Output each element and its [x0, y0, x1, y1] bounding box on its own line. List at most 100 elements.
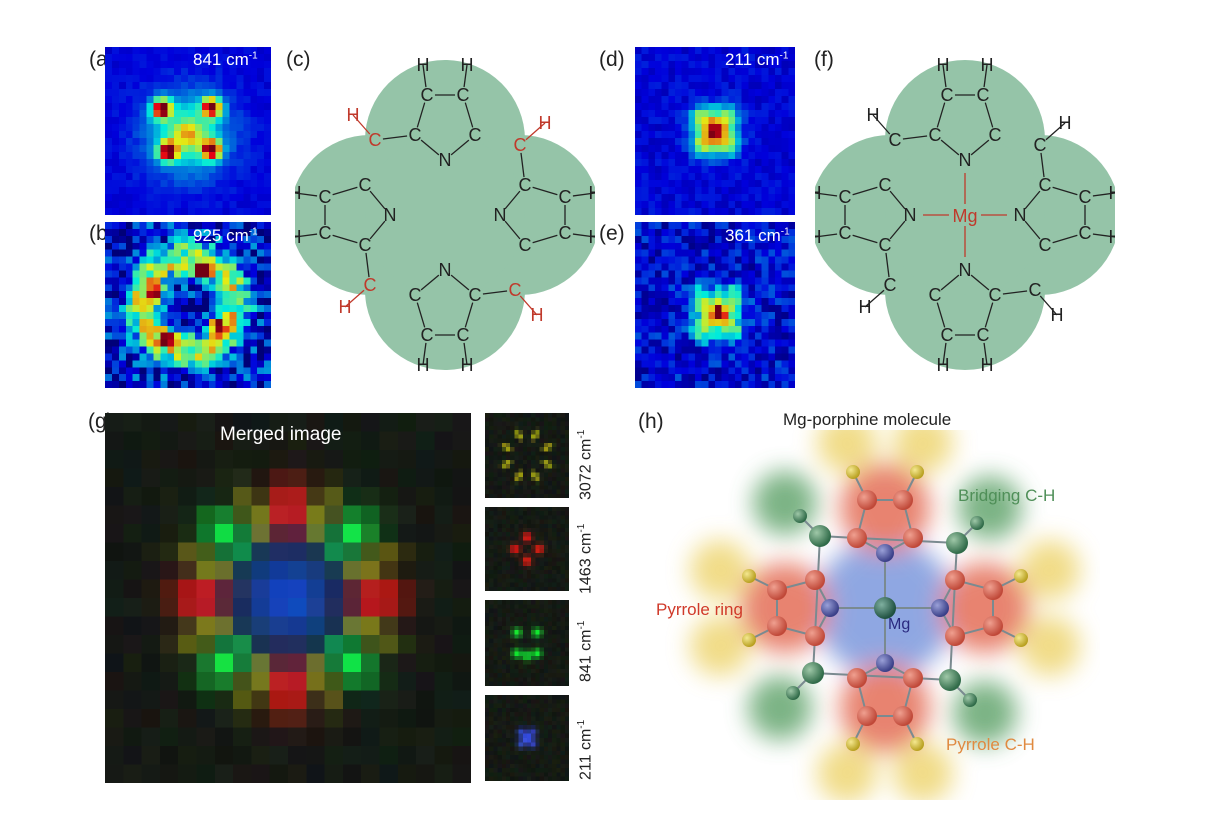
atom-background — [407, 127, 423, 143]
hydrogen-sphere — [846, 465, 860, 479]
nitrogen-atom: N — [959, 260, 972, 280]
pyrrole-ch-cloud — [817, 743, 877, 800]
carbon-atom: C — [989, 125, 1002, 145]
magnesium-atom: Mg — [952, 206, 977, 226]
mg-background — [949, 204, 981, 226]
carbon-sphere — [903, 668, 923, 688]
raman-map-211 — [635, 47, 795, 215]
carbon-atom: C — [559, 223, 572, 243]
nitrogen-atom: N — [439, 260, 452, 280]
atom-background — [317, 225, 333, 241]
atom-background — [419, 87, 435, 103]
carbon-atom: C — [879, 235, 892, 255]
nitrogen-sphere — [876, 654, 894, 672]
carbon-atom: C — [519, 175, 532, 195]
meso-carbon-atom: C — [889, 130, 902, 150]
atom-background — [357, 237, 373, 253]
meso-hydrogen-atom: H — [1051, 305, 1064, 325]
atom-background — [517, 237, 533, 253]
carbon-sphere — [893, 706, 913, 726]
hydrogen-atom: H — [461, 355, 474, 375]
carbon-sphere — [945, 570, 965, 590]
atom-background — [1037, 237, 1053, 253]
nitrogen-atom: N — [384, 205, 397, 225]
nitrogen-atom: N — [439, 150, 452, 170]
carbon-atom: C — [421, 325, 434, 345]
channel-map-841 — [485, 600, 569, 686]
hydrogen-atom: H — [815, 227, 822, 247]
atom-background — [437, 262, 453, 278]
carbon-atom: C — [929, 285, 942, 305]
hydrogen-atom: H — [937, 55, 950, 75]
bridging-carbon-sphere — [809, 525, 831, 547]
carbon-atom: C — [879, 175, 892, 195]
atom-background — [939, 327, 955, 343]
channel-label-3072: 3072 cm-1 — [576, 429, 595, 500]
pyrrole-ch-cloud — [893, 430, 953, 473]
atom-background — [357, 177, 373, 193]
carbon-atom: C — [409, 125, 422, 145]
meso-hydrogen-atom: H — [347, 105, 360, 125]
carbon-sphere — [767, 580, 787, 600]
atom-background — [437, 152, 453, 168]
bridging-ch-cloud — [753, 471, 817, 535]
atom-background — [419, 327, 435, 343]
magnesium-sphere — [874, 597, 896, 619]
carbon-atom: C — [409, 285, 422, 305]
hydrogen-sphere — [742, 633, 756, 647]
carbon-atom: C — [359, 235, 372, 255]
pyrrole-ch-cloud — [893, 743, 953, 800]
hydrogen-atom: H — [937, 355, 950, 375]
atom-background — [877, 177, 893, 193]
atom-background — [837, 189, 853, 205]
hydrogen-atom: H — [461, 55, 474, 75]
carbon-sphere — [945, 626, 965, 646]
carbon-atom: C — [929, 125, 942, 145]
channel-label-211: 211 cm-1 — [576, 719, 595, 780]
hydrogen-sphere — [910, 465, 924, 479]
carbon-sphere — [983, 580, 1003, 600]
wavenumber-label-e: 361 cm-1 — [725, 226, 790, 245]
carbon-atom: C — [457, 325, 470, 345]
mg-porphine-structure-diagram: NCCCCCHHHNCCCCCHHHNCCCCCHHHNCCCCCHHHMg — [815, 55, 1116, 375]
bridging-hydrogen-sphere — [786, 686, 800, 700]
panel-label-e: (e) — [599, 222, 625, 245]
carbon-atom: C — [977, 85, 990, 105]
hydrogen-sphere — [846, 737, 860, 751]
meso-hydrogen-atom: H — [859, 297, 872, 317]
hydrogen-atom: H — [1109, 227, 1116, 247]
meso-hydrogen-atom: H — [339, 297, 352, 317]
atom-background — [1032, 137, 1048, 153]
carbon-sphere — [847, 528, 867, 548]
merged-image-title: Merged image — [220, 424, 342, 445]
meso-carbon-atom: C — [369, 130, 382, 150]
meso-carbon-atom: C — [884, 275, 897, 295]
atom-background — [557, 189, 573, 205]
channel-label-1463: 1463 cm-1 — [576, 523, 595, 594]
nitrogen-atom: N — [904, 205, 917, 225]
carbon-atom: C — [1039, 175, 1052, 195]
hydrogen-atom: H — [589, 183, 596, 203]
carbon-atom: C — [1039, 235, 1052, 255]
hydrogen-sphere — [742, 569, 756, 583]
carbon-atom: C — [1079, 187, 1092, 207]
atom-background — [557, 225, 573, 241]
molecule-title: Mg-porphine molecule — [783, 410, 952, 429]
meso-carbon-atom: C — [364, 275, 377, 295]
panel-label-h: (h) — [638, 410, 664, 433]
meso-hydrogen-atom: H — [1059, 113, 1072, 133]
atom-background — [1077, 189, 1093, 205]
atom-background — [507, 282, 523, 298]
mg-annotation: Mg — [888, 616, 911, 633]
pyrrole-ring-annotation: Pyrrole ring — [656, 600, 743, 619]
atom-background — [882, 277, 898, 293]
pyrrole-ch-cloud — [690, 616, 750, 676]
meso-carbon-atom: C — [1029, 280, 1042, 300]
atom-background — [939, 87, 955, 103]
pyrrole-ch-cloud — [817, 430, 877, 473]
wavenumber-label-a: 841 cm-1 — [193, 50, 258, 69]
bridging-hydrogen-sphere — [793, 509, 807, 523]
atom-background — [1027, 282, 1043, 298]
panel-label-f: (f) — [814, 48, 834, 71]
carbon-atom: C — [457, 85, 470, 105]
